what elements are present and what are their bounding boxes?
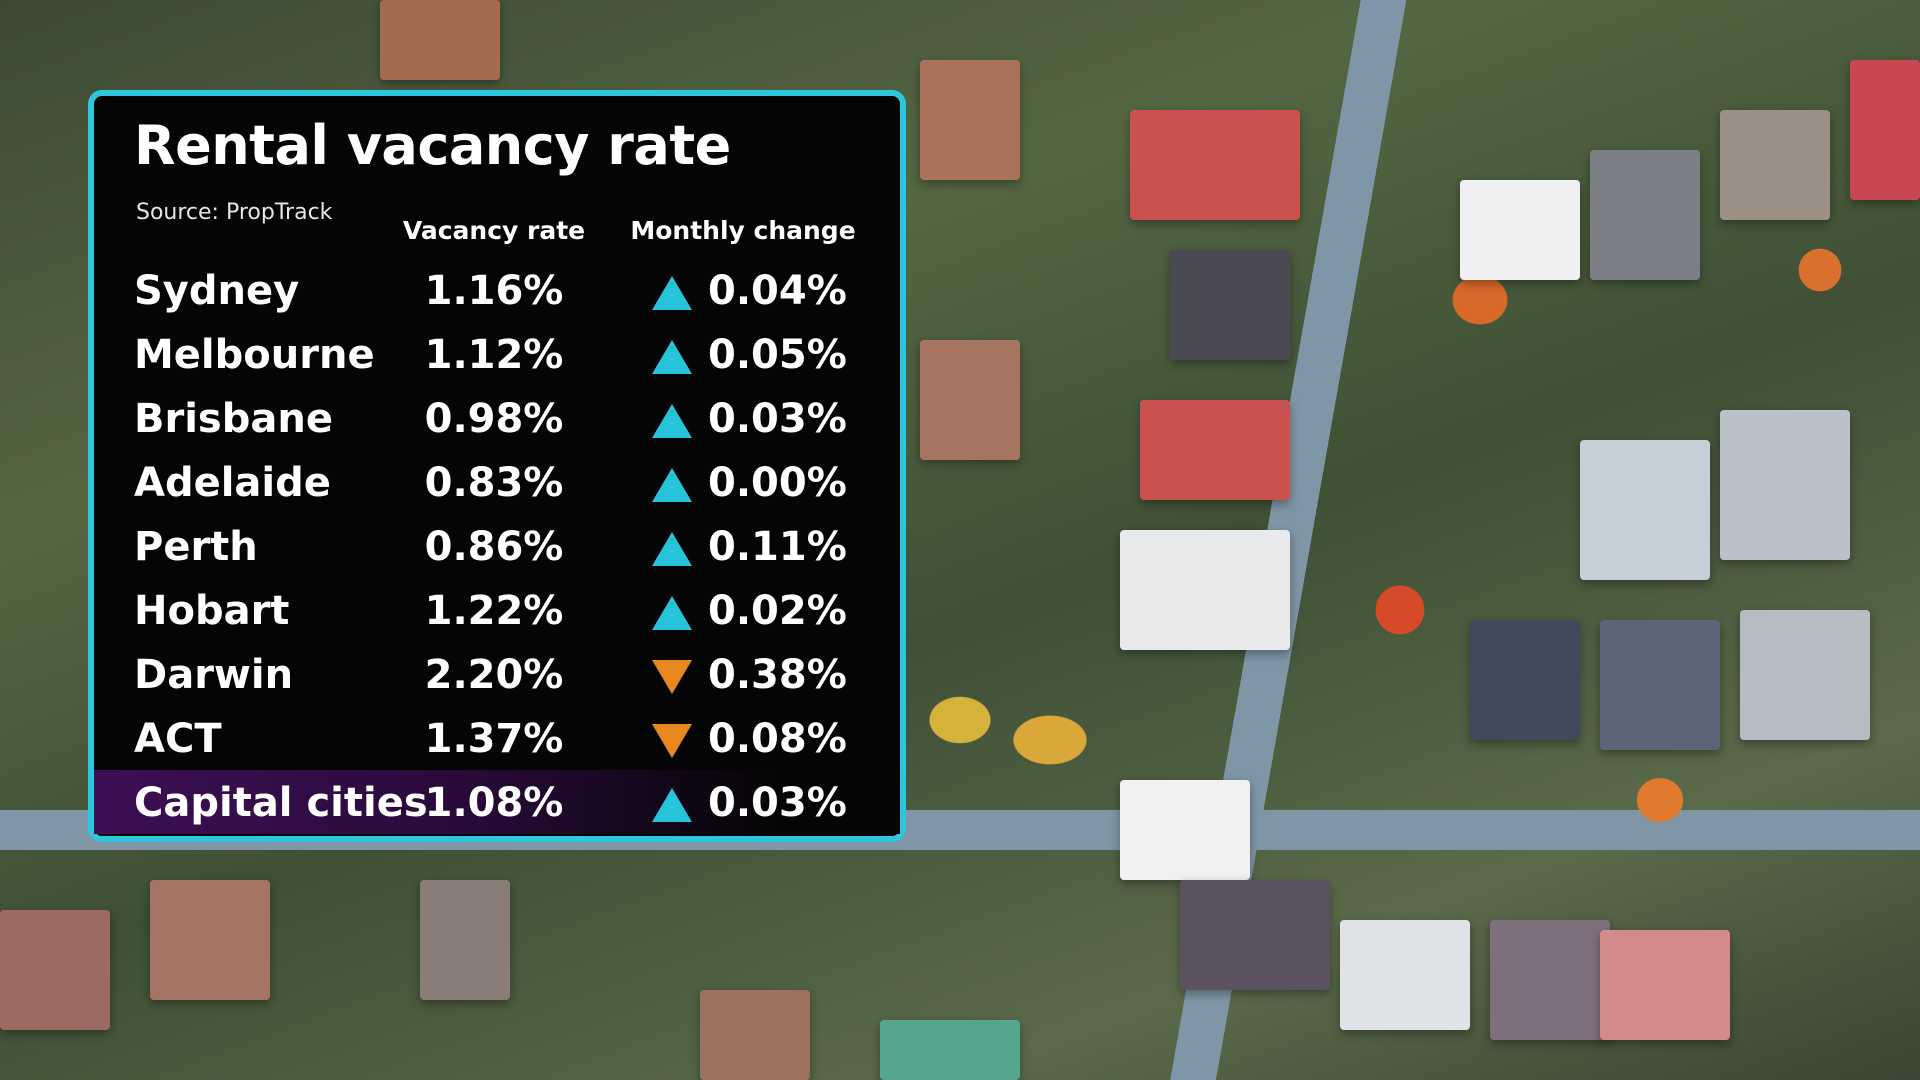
table-row: Perth 0.86% 0.11% [94,514,900,578]
house-roof [1130,110,1300,220]
house-roof [1580,440,1710,580]
house-roof [1180,880,1330,990]
house-roof [880,1020,1020,1080]
direction-triangle [652,276,692,310]
row-vacancy-rate: 0.98% [424,396,564,442]
table-row: ACT 1.37% 0.08% [94,706,900,770]
house-roof [380,0,500,80]
triangle-up-icon [652,532,692,566]
row-city: Capital cities [134,780,428,826]
house-roof [920,340,1020,460]
house-roof [1140,400,1290,500]
row-monthly-change: 0.04% [708,268,847,314]
house-roof [1120,530,1290,650]
house-roof [1740,610,1870,740]
chart-title: Rental vacancy rate [134,114,731,177]
row-monthly-change: 0.11% [708,524,847,570]
direction-triangle [652,788,692,822]
row-monthly-change: 0.08% [708,716,847,762]
table-row: Adelaide 0.83% 0.00% [94,450,900,514]
row-vacancy-rate: 1.08% [424,780,564,826]
house-roof [1600,620,1720,750]
row-vacancy-rate: 1.37% [424,716,564,762]
house-roof [1720,110,1830,220]
column-header-vacancy-rate: Vacancy rate [402,216,586,245]
direction-triangle [652,596,692,630]
row-city: Adelaide [134,460,331,506]
house-roof [1720,410,1850,560]
house-roof [1120,780,1250,880]
row-city: Perth [134,524,258,570]
house-roof [1170,250,1290,360]
row-city: ACT [134,716,222,762]
triangle-down-icon [652,724,692,758]
house-roof [1600,930,1730,1040]
row-vacancy-rate: 1.16% [424,268,564,314]
table-row: Sydney 1.16% 0.04% [94,258,900,322]
vacancy-table-panel: Rental vacancy rate Source: PropTrack Va… [88,90,906,842]
row-monthly-change: 0.05% [708,332,847,378]
direction-triangle [652,660,692,694]
row-city: Melbourne [134,332,375,378]
column-header-monthly-change: Monthly change [630,216,856,245]
triangle-up-icon [652,468,692,502]
row-monthly-change: 0.03% [708,396,847,442]
row-vacancy-rate: 0.86% [424,524,564,570]
row-monthly-change: 0.02% [708,588,847,634]
house-roof [420,880,510,1000]
house-roof [1340,920,1470,1030]
table-row: Darwin 2.20% 0.38% [94,642,900,706]
house-roof [700,990,810,1080]
row-vacancy-rate: 1.12% [424,332,564,378]
chart-source: Source: PropTrack [136,200,333,225]
row-monthly-change: 0.38% [708,652,847,698]
direction-triangle [652,404,692,438]
table-row: Brisbane 0.98% 0.03% [94,386,900,450]
triangle-down-icon [652,660,692,694]
row-monthly-change: 0.03% [708,780,847,826]
row-city: Brisbane [134,396,333,442]
table-body: Sydney 1.16% 0.04% Melbourne 1.12% 0.05% Brisb… [94,258,900,834]
row-vacancy-rate: 2.20% [424,652,564,698]
direction-triangle [652,724,692,758]
house-roof [1590,150,1700,280]
triangle-up-icon [652,276,692,310]
row-vacancy-rate: 1.22% [424,588,564,634]
house-roof [1850,60,1920,200]
direction-triangle [652,532,692,566]
row-city: Darwin [134,652,294,698]
table-row: Melbourne 1.12% 0.05% [94,322,900,386]
row-city: Hobart [134,588,290,634]
table-row: Capital cities 1.08% 0.03% [94,770,900,834]
house-roof [920,60,1020,180]
house-roof [1460,180,1580,280]
row-city: Sydney [134,268,300,314]
row-monthly-change: 0.00% [708,460,847,506]
triangle-up-icon [652,404,692,438]
direction-triangle [652,340,692,374]
table-row: Hobart 1.22% 0.02% [94,578,900,642]
house-roof [0,910,110,1030]
triangle-up-icon [652,340,692,374]
triangle-up-icon [652,788,692,822]
house-roof [1470,620,1580,740]
house-roof [150,880,270,1000]
triangle-up-icon [652,596,692,630]
house-roof [1490,920,1610,1040]
row-vacancy-rate: 0.83% [424,460,564,506]
direction-triangle [652,468,692,502]
